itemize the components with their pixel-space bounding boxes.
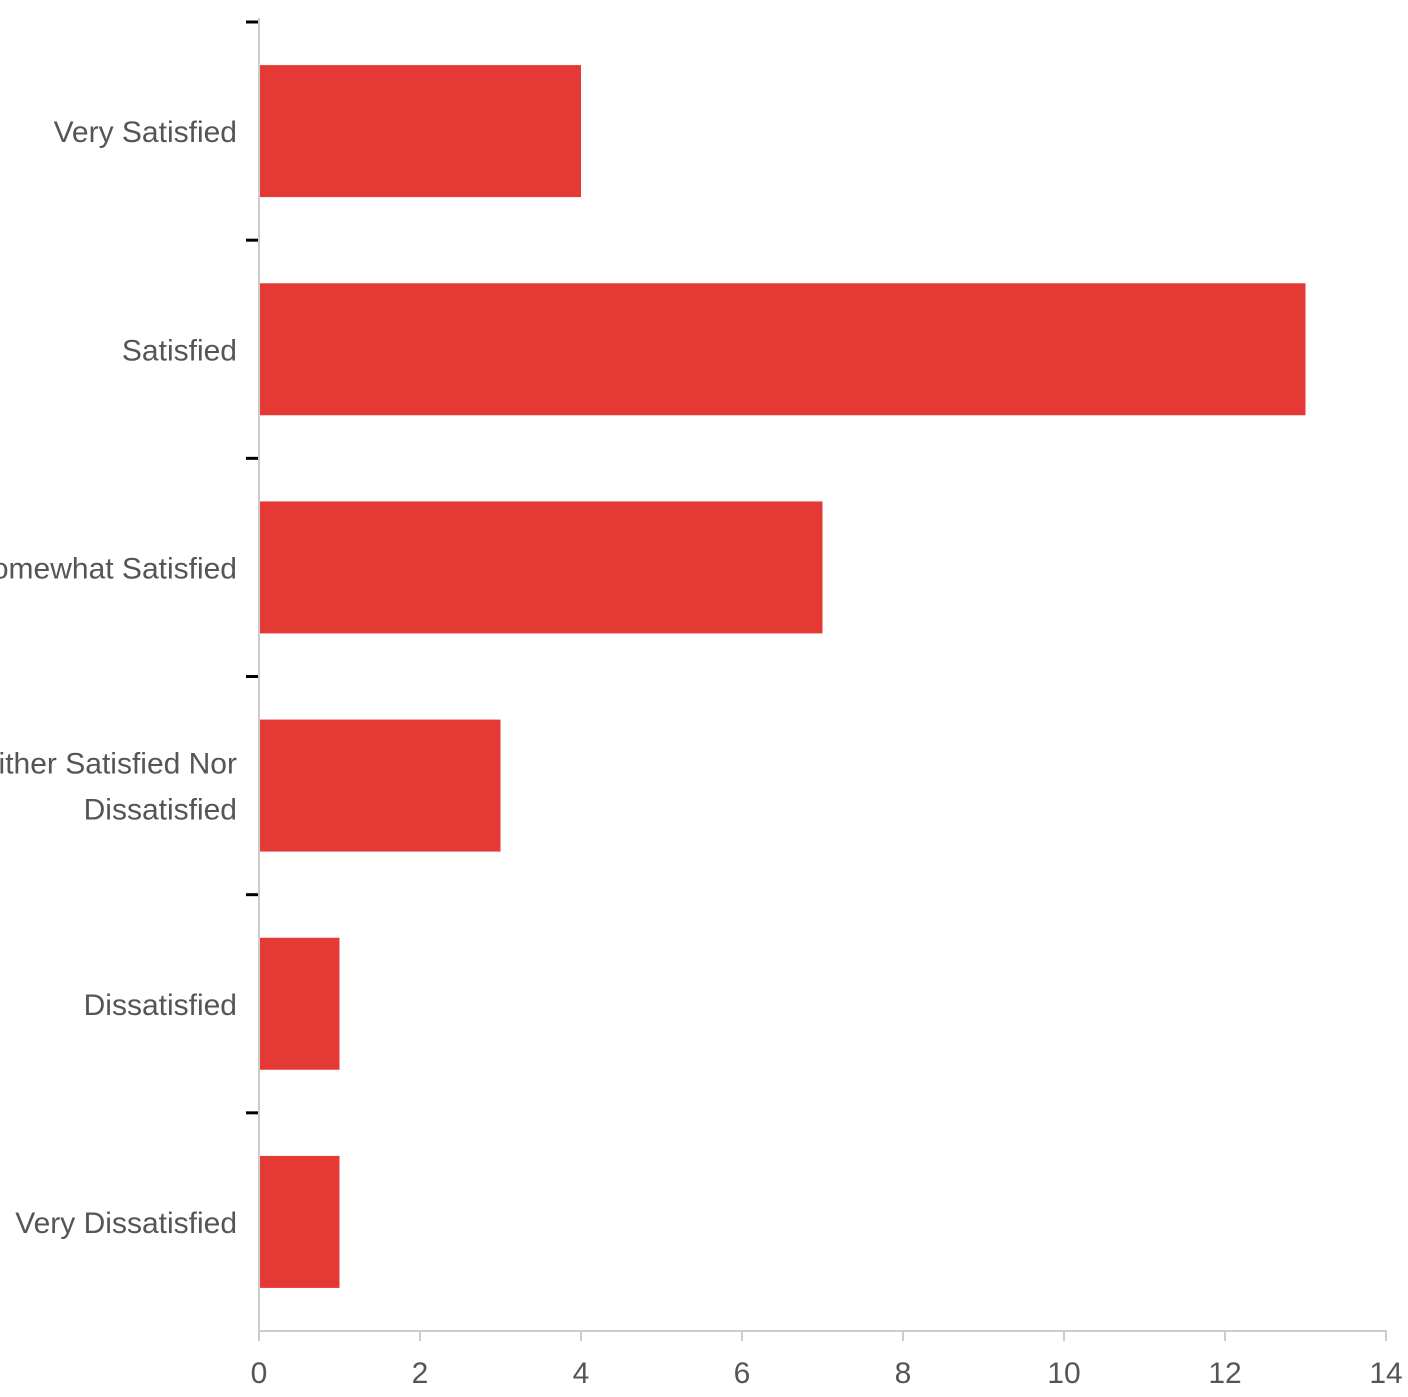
category-label: Dissatisfied [84, 989, 237, 1022]
x-tick-label: 2 [412, 1357, 429, 1390]
category-label: Very Dissatisfied [15, 1207, 237, 1240]
bars-layer [260, 65, 1306, 1288]
bar-very-dissatisfied [260, 1155, 340, 1288]
bar-somewhat-satisfied [260, 501, 823, 634]
category-label-line: Neither Satisfied Nor [0, 748, 237, 781]
x-tick-label: 10 [1047, 1357, 1080, 1390]
x-tick-label: 0 [251, 1357, 268, 1390]
category-label-line: Somewhat Satisfied [0, 552, 237, 585]
x-tick-label: 4 [573, 1357, 590, 1390]
bar-very-satisfied [260, 65, 581, 198]
x-tick-label: 12 [1208, 1357, 1241, 1390]
x-tick-label: 8 [895, 1357, 912, 1390]
category-label: Somewhat Satisfied [0, 552, 237, 585]
category-label-line: Very Satisfied [54, 116, 237, 149]
category-label-line: Satisfied [122, 334, 237, 367]
bar-satisfied [260, 283, 1306, 416]
category-label-line: Dissatisfied [84, 794, 237, 827]
category-label: Very Satisfied [54, 116, 237, 149]
category-label-line: Very Dissatisfied [15, 1207, 237, 1240]
category-label-line: Dissatisfied [84, 989, 237, 1022]
bar-dissatisfied [260, 937, 340, 1070]
labels-layer: Very Satisfied Satisfied Somewhat Satisfie… [0, 116, 1403, 1390]
x-tick-label: 14 [1369, 1357, 1402, 1390]
category-label: Neither Satisfied Nor Dissatisfied [0, 748, 237, 827]
category-label: Satisfied [122, 334, 237, 367]
x-tick-label: 6 [734, 1357, 751, 1390]
axes-layer [246, 18, 1387, 1341]
bar-neither-satisfied-nor-dissatisfied [260, 719, 501, 852]
